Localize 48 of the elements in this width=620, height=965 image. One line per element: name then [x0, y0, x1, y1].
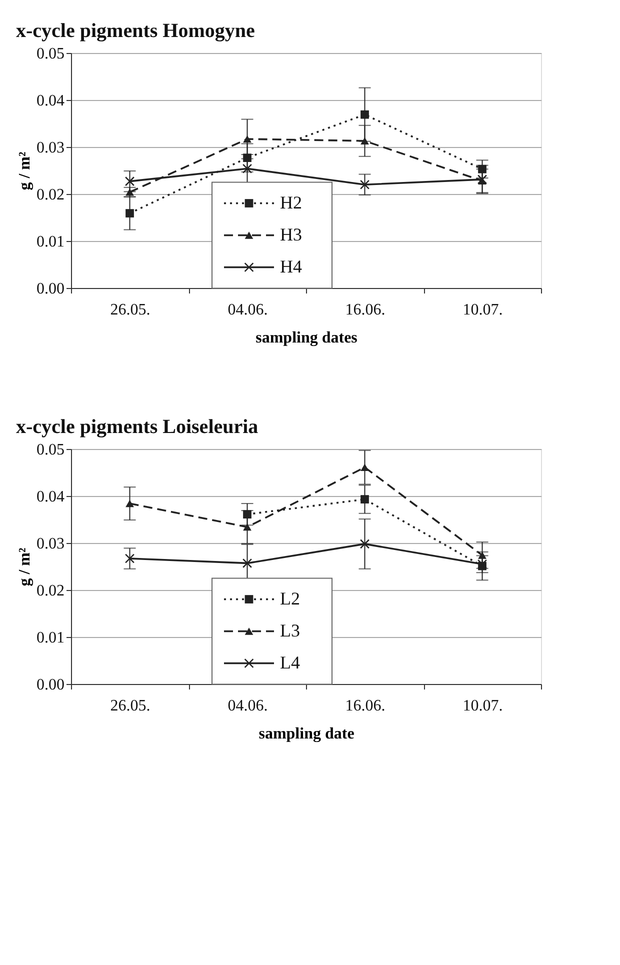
- chart-title: x-cycle pigments Homogyne: [16, 20, 255, 42]
- y-tick-label: 0.00: [36, 280, 64, 298]
- point: [477, 174, 488, 184]
- legend-label: L4: [280, 652, 300, 672]
- point: [477, 559, 488, 569]
- legend-label: L3: [280, 620, 300, 640]
- x-tick-label: 26.05.: [110, 698, 150, 714]
- y-tick-label: 0.04: [36, 92, 64, 110]
- point: [360, 110, 369, 119]
- y-tick-label: 0.04: [36, 488, 64, 506]
- point: [360, 180, 370, 190]
- y-tick-label: 0.02: [36, 186, 64, 204]
- y-axis-title: g / m²: [16, 152, 34, 190]
- legend-label: L2: [280, 588, 300, 608]
- y-tick-label: 0.01: [36, 630, 64, 646]
- y-tick-label: 0.01: [36, 234, 64, 250]
- legend-label: H3: [280, 224, 302, 244]
- point: [242, 164, 252, 174]
- point: [243, 135, 252, 143]
- legend-label: H4: [280, 256, 302, 276]
- y-tick-label: 0.03: [36, 536, 64, 552]
- point: [124, 176, 135, 186]
- point: [360, 495, 369, 504]
- x-tick-label: 04.06.: [228, 302, 268, 318]
- chart-title: x-cycle pigments Loiseleuria: [16, 416, 258, 438]
- y-tick-label: 0.00: [36, 676, 64, 694]
- y-tick-label: 0.05: [36, 46, 64, 62]
- point: [360, 464, 369, 471]
- point: [243, 523, 252, 531]
- x-tick-label: 10.07.: [462, 698, 503, 714]
- y-axis-title: g / m²: [16, 548, 34, 586]
- x-tick-label: 16.06.: [345, 302, 386, 318]
- y-tick-label: 0.05: [36, 442, 64, 458]
- point: [126, 209, 134, 218]
- x-tick-label: 04.06.: [228, 698, 268, 714]
- y-tick-label: 0.03: [36, 140, 64, 156]
- point: [124, 554, 135, 564]
- point: [360, 137, 369, 145]
- point: [126, 500, 134, 508]
- x-axis-title: sampling date: [258, 726, 354, 742]
- x-axis-title: sampling dates: [256, 330, 358, 346]
- x-tick-label: 10.07.: [462, 302, 503, 318]
- x-tick-label: 26.05.: [110, 302, 150, 318]
- point: [360, 539, 370, 549]
- y-tick-label: 0.02: [36, 582, 64, 600]
- point: [242, 558, 252, 568]
- x-tick-label: 16.06.: [345, 698, 386, 714]
- legend-label: H2: [280, 192, 302, 212]
